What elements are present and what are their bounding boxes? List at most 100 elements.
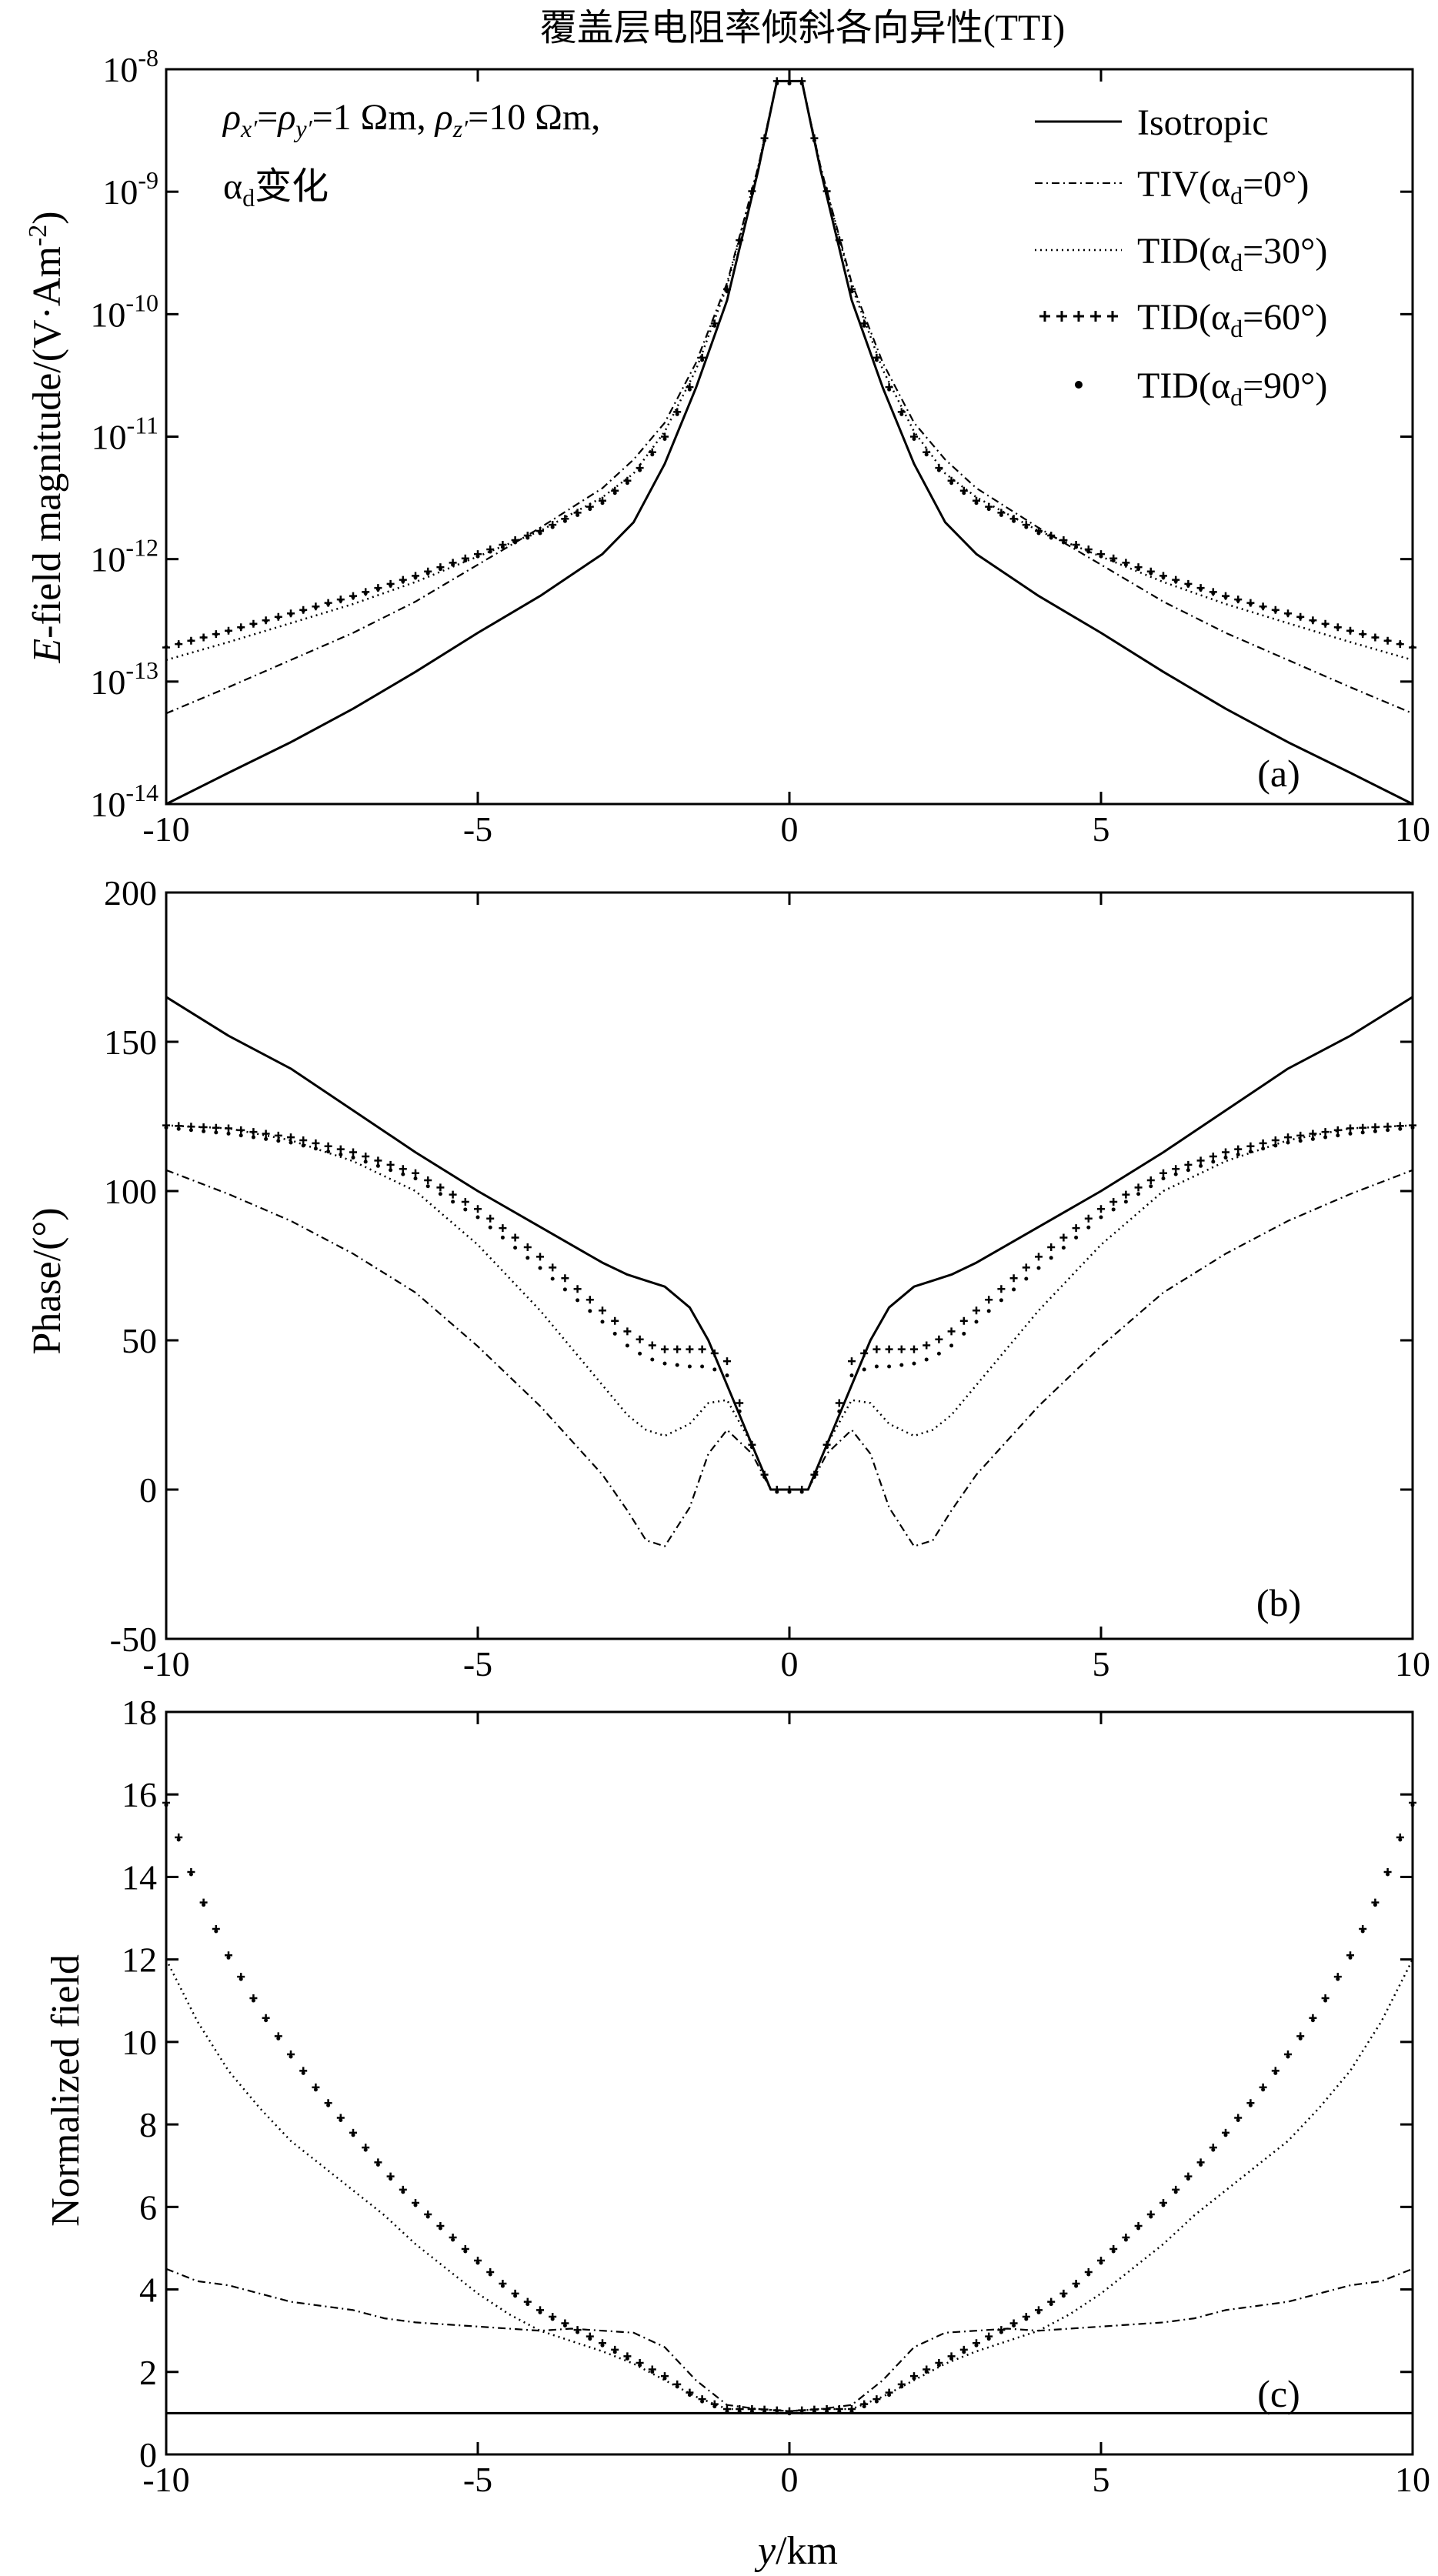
annotation-rho: ρx′=ρy′=1 Ωm, ρz′=10 Ωm, — [222, 97, 600, 142]
data-point — [1012, 2324, 1016, 2328]
data-point — [549, 1263, 557, 1272]
data-point — [499, 1224, 507, 1233]
data-point — [899, 412, 904, 416]
data-point — [1074, 2284, 1079, 2288]
data-point — [1012, 1287, 1016, 1292]
data-point — [837, 1409, 842, 1413]
data-point — [1024, 2317, 1029, 2321]
data-point — [1161, 1176, 1166, 1181]
data-point — [1284, 1133, 1292, 1142]
data-point — [363, 591, 368, 596]
data-point — [249, 1128, 258, 1136]
data-point — [375, 2162, 380, 2167]
data-point — [562, 1287, 567, 1292]
legend-plus-glyph — [1039, 311, 1050, 322]
y-tick-label: 6 — [139, 2187, 157, 2227]
data-point — [500, 2284, 505, 2288]
data-point — [1410, 645, 1415, 649]
data-point — [936, 468, 941, 472]
data-point — [475, 554, 480, 559]
data-point — [1321, 1128, 1330, 1136]
data-point — [887, 2393, 892, 2397]
data-point — [1072, 1224, 1080, 1233]
data-point — [1061, 2294, 1066, 2298]
data-point — [1360, 1130, 1365, 1135]
data-point — [1009, 1274, 1018, 1283]
x-tick-label: -5 — [463, 809, 492, 849]
data-point — [600, 2343, 605, 2347]
data-point — [1246, 1142, 1255, 1150]
y-tick-label: 4 — [139, 2271, 157, 2310]
data-point — [401, 1172, 405, 1176]
data-point — [1024, 1276, 1029, 1281]
data-point — [662, 1361, 667, 1366]
data-point — [339, 1153, 343, 1157]
legend-label-isotropic: Isotropic — [1137, 102, 1269, 143]
data-point — [1122, 1190, 1130, 1199]
panel-a: -10 -5 0 5 10 10-8 10-9 10-10 10-11 10-12 10-13 10-… — [90, 44, 1430, 849]
data-point — [301, 1143, 305, 1148]
data-point — [799, 81, 804, 85]
y-tick-label: 50 — [122, 1321, 157, 1360]
data-point — [787, 81, 792, 85]
data-point — [1271, 1136, 1280, 1145]
data-point — [725, 2409, 729, 2414]
data-point — [1184, 1160, 1193, 1169]
x-tick-label: 5 — [1093, 2460, 1110, 2499]
data-point — [1261, 606, 1266, 610]
data-point — [1211, 591, 1216, 596]
data-point — [762, 2410, 767, 2414]
data-point — [986, 2337, 991, 2341]
data-point — [974, 1320, 979, 1324]
data-point — [1259, 1139, 1267, 1147]
data-point — [226, 1131, 231, 1136]
data-point — [712, 2404, 717, 2409]
x-axis-label: y/km — [754, 2529, 838, 2572]
data-point — [1286, 1140, 1290, 1145]
data-point — [949, 1343, 954, 1348]
data-point — [762, 1475, 767, 1480]
data-point — [425, 2214, 430, 2219]
data-point — [736, 1399, 744, 1407]
data-point — [625, 481, 629, 486]
data-point — [638, 1351, 642, 1356]
data-point — [251, 1998, 255, 2003]
data-point — [1099, 554, 1103, 559]
data-point — [1136, 1192, 1141, 1196]
y-tick-label: 8 — [139, 2105, 157, 2144]
data-point — [362, 1152, 370, 1160]
data-point — [401, 579, 405, 584]
data-point — [488, 549, 492, 554]
data-point — [1310, 619, 1315, 623]
data-point — [1049, 536, 1053, 540]
data-point — [189, 1128, 193, 1133]
data-point — [463, 1207, 468, 1212]
data-point — [1186, 1168, 1190, 1173]
data-point — [924, 1357, 929, 1362]
data-point — [862, 1367, 866, 1372]
data-point — [1086, 2272, 1091, 2277]
data-point — [1348, 1955, 1353, 1960]
data-point — [787, 1490, 792, 1494]
data-point — [1199, 587, 1203, 592]
data-point — [1049, 2302, 1053, 2307]
data-point — [612, 2350, 617, 2354]
data-point — [214, 1130, 219, 1135]
data-point — [363, 1160, 368, 1164]
data-point — [1211, 1160, 1216, 1164]
data-point — [1074, 1235, 1079, 1240]
data-point — [874, 1364, 879, 1369]
data-point — [513, 1246, 518, 1250]
data-point — [1136, 2226, 1141, 2231]
data-point — [451, 562, 455, 567]
data-point — [737, 1409, 742, 1413]
data-point — [1248, 1150, 1253, 1154]
data-point — [202, 635, 206, 639]
data-point — [986, 507, 991, 512]
data-point — [276, 1139, 281, 1143]
data-point — [1236, 599, 1240, 603]
data-point — [386, 1160, 395, 1169]
data-point — [251, 1135, 255, 1140]
data-point — [638, 2363, 642, 2367]
data-point — [1109, 1197, 1118, 1206]
